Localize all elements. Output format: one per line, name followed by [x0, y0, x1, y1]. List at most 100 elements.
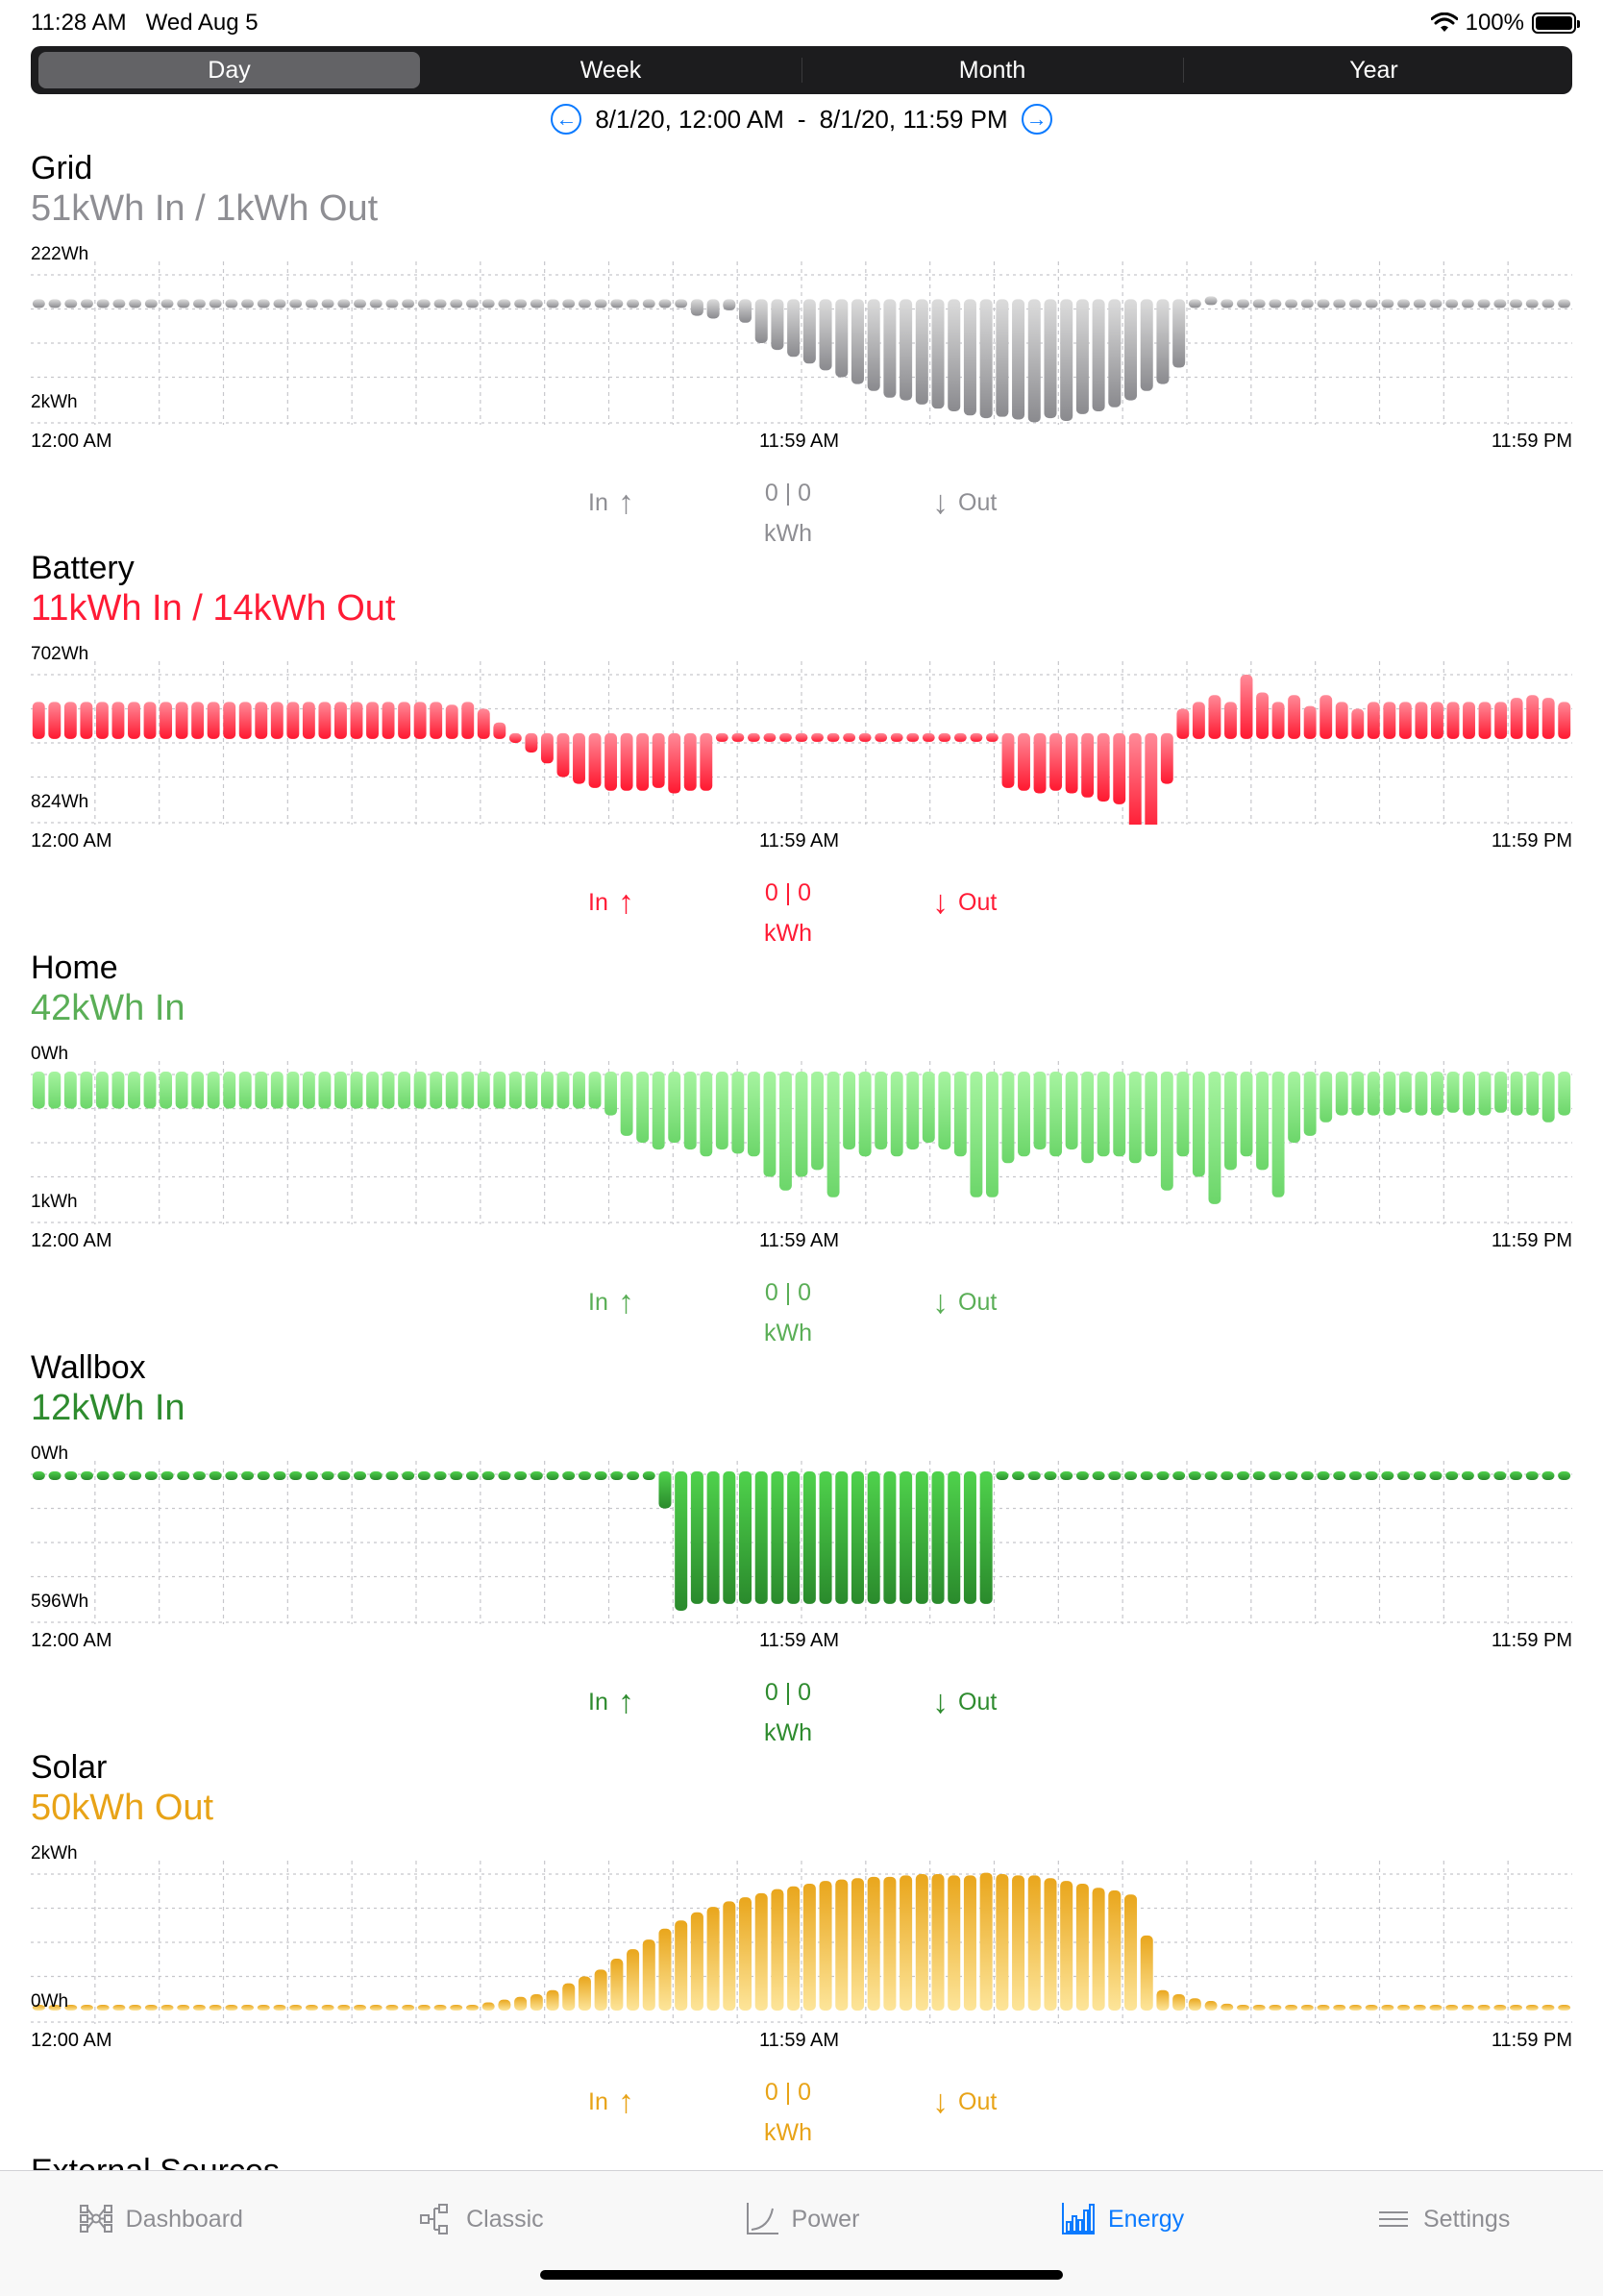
chart-bar [875, 732, 888, 742]
legend-in[interactable]: In ↑ [588, 2086, 634, 2118]
chart-bar [465, 299, 479, 309]
chart-bar [1060, 1881, 1073, 2011]
legend-in[interactable]: In ↑ [588, 486, 634, 519]
chart-bar [1558, 2005, 1571, 2011]
chart-bar [1430, 702, 1443, 739]
chart-bar [225, 299, 238, 309]
legend-values: 0 | 0 kWh [764, 1272, 812, 1353]
chart-bar [493, 722, 506, 739]
chart-bar [32, 702, 45, 739]
chart-bar [802, 1471, 816, 1604]
chart-bar [1493, 1471, 1507, 1480]
chart-bar [875, 1072, 888, 1150]
legend-in[interactable]: In ↑ [588, 1686, 634, 1718]
chart-bar [354, 299, 367, 309]
chart-bar [465, 2005, 479, 2011]
chart-bar [1541, 299, 1555, 309]
chart-bar [382, 1072, 395, 1109]
segment-week[interactable]: Week [580, 56, 642, 84]
y-max-label: 0Wh [31, 1444, 69, 1464]
chart-bar [305, 299, 318, 309]
chart-bar [1097, 1072, 1110, 1157]
segment-day[interactable]: Day [38, 52, 420, 88]
chart-bar [270, 702, 284, 739]
chart-bar [723, 1901, 736, 2011]
chart-bar [1317, 2005, 1330, 2011]
chart-bar [1140, 299, 1153, 391]
previous-period-button[interactable]: ← [551, 104, 582, 135]
chart-bar [1108, 299, 1122, 407]
chart-bar [354, 1471, 367, 1480]
chart-bar [636, 1072, 650, 1143]
chart-bar [1075, 1471, 1089, 1480]
tab-classic[interactable]: Classic [321, 2171, 642, 2267]
chart-bar [1018, 1072, 1030, 1157]
legend-in[interactable]: In ↑ [588, 886, 634, 919]
chart-bar [1510, 698, 1523, 739]
chart-bar [546, 1471, 559, 1480]
section-title: Solar [31, 1749, 108, 1786]
y-min-label: 2kWh [31, 392, 78, 412]
tab-dashboard[interactable]: Dashboard [0, 2171, 321, 2267]
chart-bar [636, 732, 650, 791]
chart-bar [652, 732, 665, 788]
chart-bar [350, 702, 363, 739]
chart-bar [851, 1471, 864, 1604]
tab-power[interactable]: Power [641, 2171, 962, 2267]
section-summary: 11kWh In / 14kWh Out [31, 588, 396, 629]
chart-bar [562, 299, 576, 309]
legend-in[interactable]: In ↑ [588, 1286, 634, 1319]
section-title: Home [31, 950, 118, 986]
arrow-down-icon: ↓ [932, 1284, 949, 1321]
chart-bar [177, 1471, 190, 1480]
settings-icon [1379, 2211, 1408, 2227]
legend-out[interactable]: ↓ Out [932, 1286, 997, 1319]
chart-bar [1510, 2005, 1523, 2011]
next-period-button[interactable]: → [1021, 104, 1052, 135]
chart-bar [1494, 1072, 1508, 1113]
chart-bar [1240, 675, 1253, 739]
chart-bar [461, 1072, 475, 1109]
time-label-mid: 11:59 AM [759, 1630, 840, 1651]
legend-out[interactable]: ↓ Out [932, 486, 997, 519]
legend-out[interactable]: ↓ Out [932, 886, 997, 919]
chart-bar [802, 1883, 816, 2011]
chart-bar [223, 1072, 236, 1109]
chart-bar [883, 1876, 897, 2011]
chart-bar [627, 299, 640, 309]
legend-out[interactable]: ↓ Out [932, 1686, 997, 1718]
chart-bar [1097, 732, 1110, 802]
chart-bar [1236, 2005, 1249, 2011]
chart-bar [1092, 299, 1105, 411]
chart-bar [1335, 702, 1348, 739]
chart-bar [1269, 1471, 1282, 1480]
chart-bar [238, 1072, 252, 1109]
legend-out[interactable]: ↓ Out [932, 2086, 997, 2118]
chart-bar [257, 2005, 270, 2011]
tab-energy[interactable]: Energy [962, 2171, 1283, 2267]
chart-bar [1446, 1072, 1460, 1113]
chart-bar [382, 702, 395, 739]
chart-bar [1510, 1072, 1523, 1116]
chart-bar [890, 732, 903, 742]
segment-year[interactable]: Year [1183, 52, 1565, 88]
chart-bar [1558, 1072, 1571, 1116]
chart-bar [883, 299, 897, 398]
chart-bar [1397, 2005, 1411, 2011]
chart-bar [948, 299, 961, 411]
grid-chart [31, 261, 1572, 425]
chart-bar [1113, 732, 1126, 804]
chart-bar [1271, 1072, 1285, 1197]
segment-month[interactable]: Month [802, 52, 1183, 88]
chart-bar [1188, 1998, 1201, 2011]
chart-bar [1333, 2005, 1346, 2011]
chart-bar [1027, 1471, 1041, 1480]
chart-bar [739, 1897, 752, 2011]
chart-bar [1033, 1072, 1047, 1150]
tab-settings[interactable]: Settings [1282, 2171, 1603, 2267]
chart-bar [642, 1939, 655, 2011]
chart-bar [1204, 296, 1218, 306]
chart-bar [915, 1471, 928, 1604]
chart-bar [1145, 1072, 1158, 1157]
chart-bar [1303, 705, 1317, 739]
